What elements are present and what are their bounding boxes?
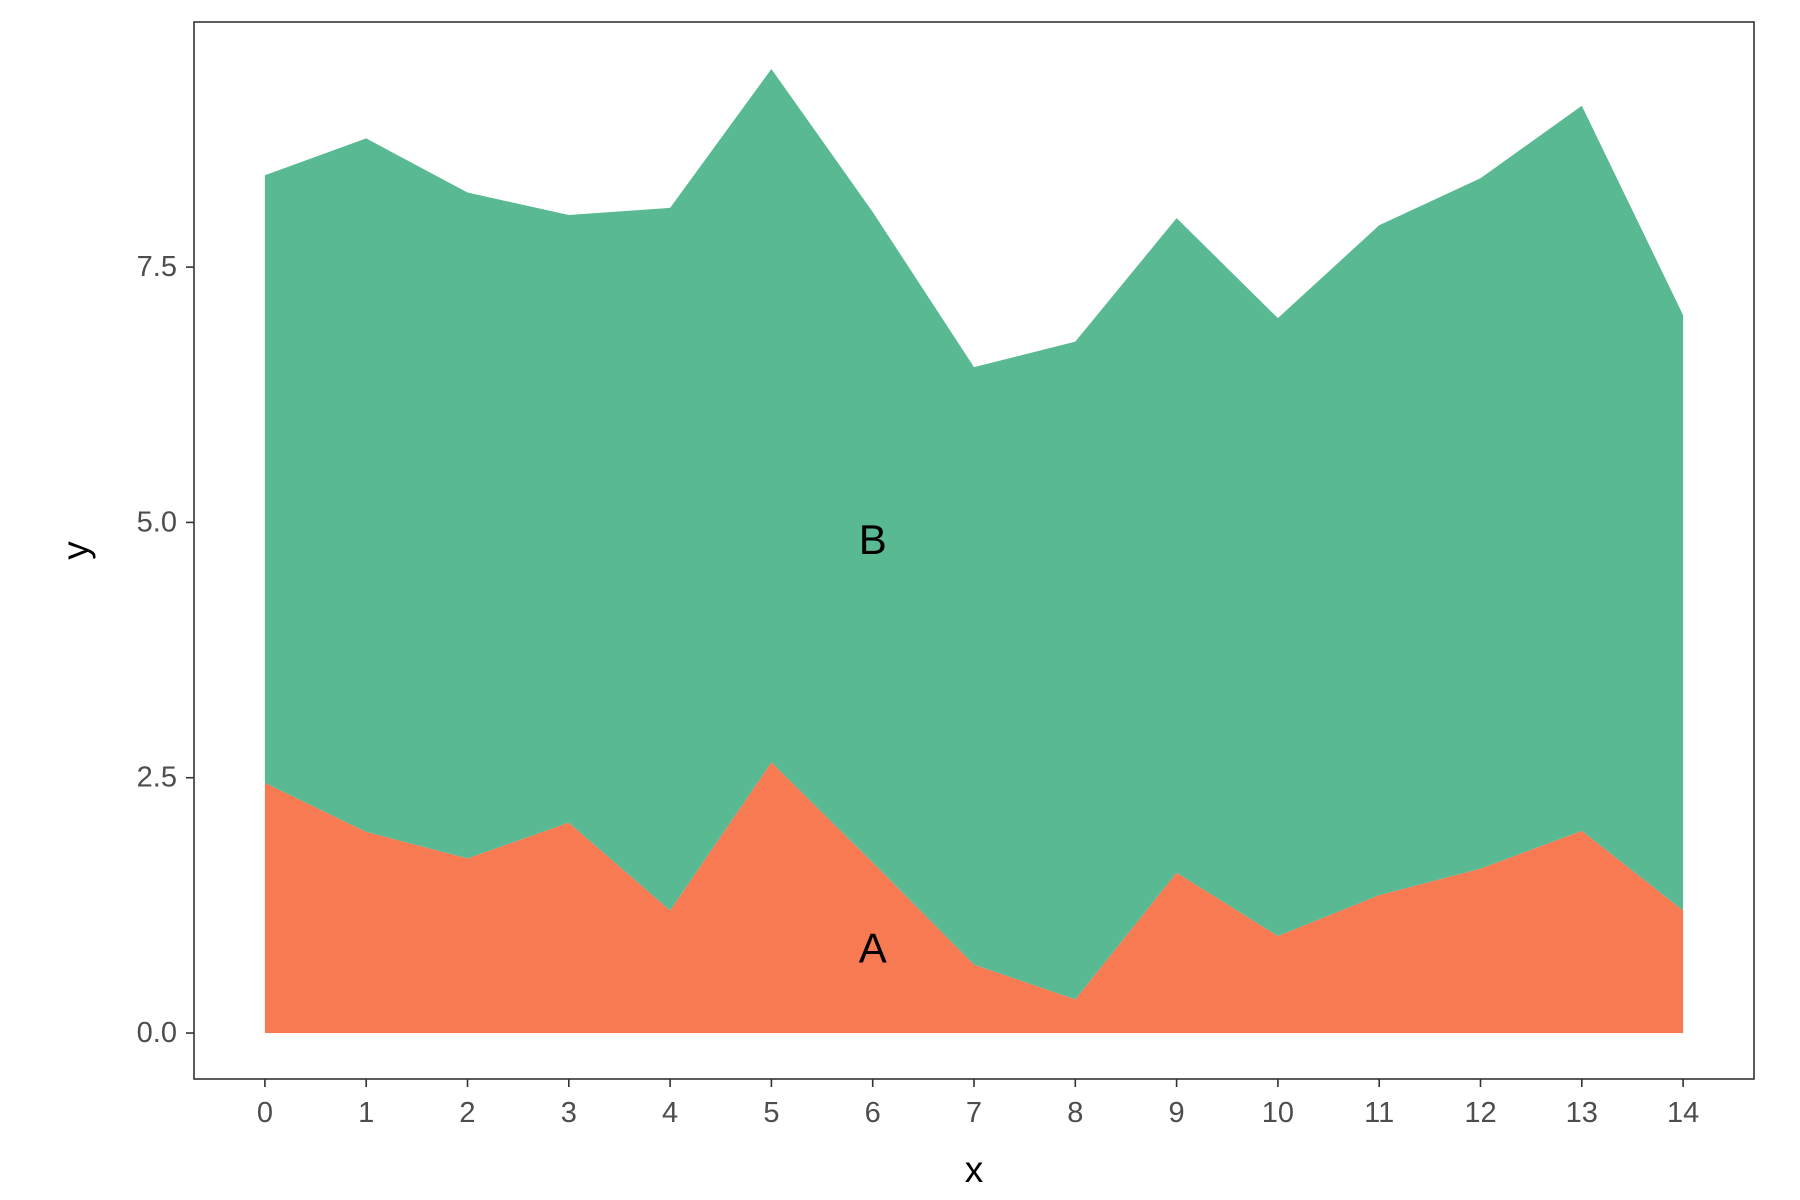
- x-tick-label: 12: [1464, 1097, 1496, 1129]
- x-tick-label: 2: [459, 1097, 475, 1129]
- x-tick-label: 11: [1364, 1097, 1394, 1129]
- x-tick-label: 10: [1262, 1097, 1294, 1129]
- x-axis-title: x: [965, 1149, 984, 1190]
- series-labels: AB: [859, 516, 887, 972]
- y-tick-label: 0.0: [137, 1017, 177, 1049]
- x-tick-label: 8: [1067, 1097, 1083, 1129]
- x-tick-label: 9: [1169, 1097, 1185, 1129]
- x-tick-label: 3: [561, 1097, 577, 1129]
- x-tick-label: 1: [358, 1097, 374, 1129]
- area-series-B: [264, 68, 1684, 1000]
- y-tick-label: 7.5: [137, 251, 177, 283]
- y-axis-title: y: [55, 541, 96, 560]
- series-label-B: B: [859, 516, 887, 563]
- area-layers: [264, 68, 1684, 1034]
- x-tick-label: 0: [257, 1097, 273, 1129]
- x-tick-label: 13: [1566, 1097, 1598, 1129]
- x-tick-label: 4: [662, 1097, 678, 1129]
- series-label-A: A: [859, 924, 887, 971]
- x-tick-label: 5: [763, 1097, 779, 1129]
- y-tick-label: 5.0: [137, 506, 177, 538]
- x-tick-label: 7: [966, 1097, 982, 1129]
- area-series-A: [264, 762, 1684, 1034]
- x-axis: 0 1 2 3 4 5 6 7 8 9 10 11 12 13 14: [257, 1079, 1699, 1129]
- y-tick-label: 2.5: [137, 762, 177, 794]
- x-tick-label: 6: [865, 1097, 881, 1129]
- x-tick-label: 14: [1667, 1097, 1699, 1129]
- y-axis: 0.0 2.5 5.0 7.5: [137, 251, 194, 1049]
